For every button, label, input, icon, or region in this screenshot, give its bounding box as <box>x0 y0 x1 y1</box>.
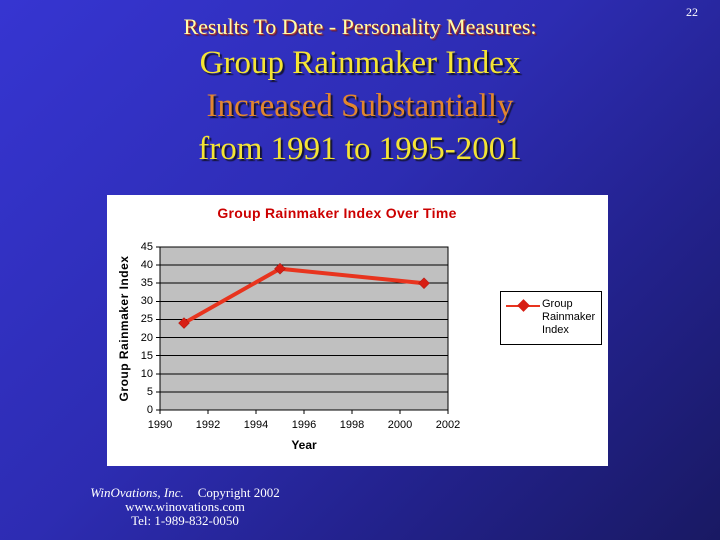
footer-phone: Tel: 1-989-832-0050 <box>131 513 239 528</box>
slide-title-line-1: Group Rainmaker Index <box>199 45 521 81</box>
y-tick-label: 45 <box>140 241 153 253</box>
x-tick-label: 1992 <box>195 419 221 431</box>
chart-title: Group Rainmaker Index Over Time <box>217 205 457 221</box>
slide-title-line-2: Increased Substantially <box>206 88 514 124</box>
legend-label: Group Rainmaker Index <box>542 298 596 336</box>
y-tick-label: 0 <box>146 404 153 416</box>
footer-line-1: WinOvations, Inc. Copyright 2002 <box>30 486 340 500</box>
x-axis-label: Year <box>291 438 317 452</box>
y-tick-label: 5 <box>146 385 153 398</box>
x-tick-label: 1994 <box>243 419 269 431</box>
slide-footer: WinOvations, Inc. Copyright 2002 www.wino… <box>30 486 340 528</box>
x-tick-label: 2002 <box>435 419 461 431</box>
y-tick-label: 10 <box>140 367 153 380</box>
y-tick-label: 20 <box>140 331 153 344</box>
x-tick-label: 1996 <box>291 419 317 431</box>
legend-diamond-icon <box>517 299 530 312</box>
slide-title-line-3: from 1991 to 1995-2001 <box>198 131 522 167</box>
footer-company: WinOvations, Inc. <box>90 485 184 500</box>
y-tick-label: 35 <box>140 277 153 290</box>
x-tick-label: 1998 <box>339 419 365 431</box>
slide-header: Results To Date - Personality Measures: … <box>0 12 720 171</box>
y-tick-label: 40 <box>140 259 153 272</box>
y-tick-label: 25 <box>140 313 153 326</box>
legend-series-marker-icon <box>506 299 542 312</box>
footer-website: www.winovations.com <box>125 499 245 514</box>
y-tick-label: 30 <box>140 295 153 308</box>
footer-copyright: Copyright 2002 <box>197 485 280 500</box>
slide-subtitle: Results To Date - Personality Measures: <box>183 14 537 39</box>
x-tick-label: 2000 <box>387 419 413 431</box>
chart-legend: Group Rainmaker Index <box>500 291 602 345</box>
chart-panel: Group Rainmaker Index Over Time Group Ra… <box>107 195 608 466</box>
y-tick-label: 15 <box>140 349 153 362</box>
chart-plot-area <box>156 246 449 414</box>
x-tick-label: 1990 <box>147 419 173 431</box>
page-number: 22 <box>686 5 698 19</box>
